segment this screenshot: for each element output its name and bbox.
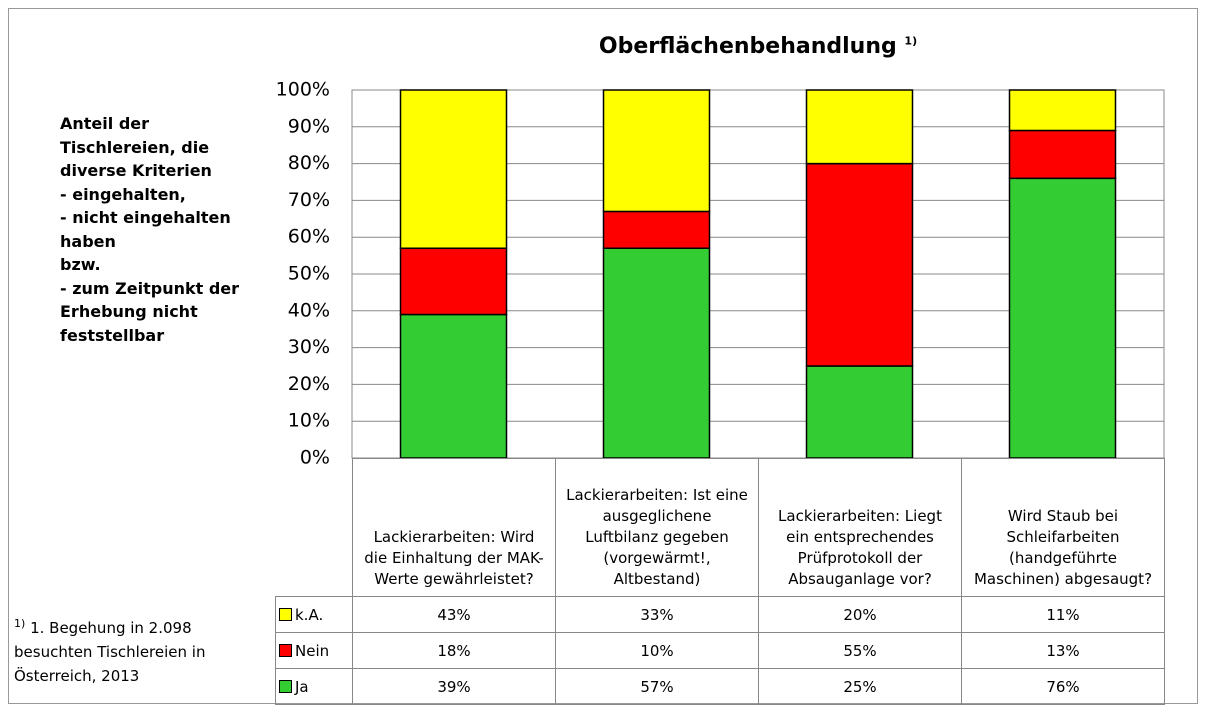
description-line: Anteil der xyxy=(60,114,150,133)
value-label: 18% xyxy=(352,632,556,669)
legend-entry: k.A. xyxy=(275,596,353,633)
bar-segment xyxy=(1008,89,1117,132)
footnote: 1) 1. Begehung in 2.098 besuchten Tischl… xyxy=(14,612,264,688)
bar-segment xyxy=(602,89,711,213)
y-tick-label: 30% xyxy=(288,336,330,358)
blank-cell xyxy=(275,458,353,597)
category-label: Lackierarbeiten: Liegt ein entsprechende… xyxy=(758,458,962,597)
legend-swatch xyxy=(279,607,292,621)
bar-segment xyxy=(805,89,914,165)
value-label: 76% xyxy=(961,668,1165,705)
value-label: 11% xyxy=(961,596,1165,633)
y-tick-label: 100% xyxy=(276,79,330,101)
category-label: Lackierarbeiten: Wird die Einhaltung der… xyxy=(352,458,556,597)
value-label: 25% xyxy=(758,668,962,705)
legend-entry: Nein xyxy=(275,632,353,669)
description-line: Tischlereien, die xyxy=(60,137,210,157)
bar-segment xyxy=(602,247,711,459)
value-label: 39% xyxy=(352,668,556,705)
legend-label: Ja xyxy=(295,677,309,696)
value-label: 33% xyxy=(555,596,759,633)
bar-segment xyxy=(805,365,914,459)
footnote-marker: 1) xyxy=(14,617,26,630)
description-line: bzw. xyxy=(60,255,101,274)
category-label: Wird Staub bei Schleifarbeiten (handgefü… xyxy=(961,458,1165,597)
value-label: 13% xyxy=(961,632,1165,669)
legend-swatch xyxy=(279,679,292,693)
value-label: 43% xyxy=(352,596,556,633)
title-marker: 1) xyxy=(904,34,918,48)
legend-entry: Ja xyxy=(275,668,353,705)
description-line: diverse Kriterien xyxy=(60,161,212,180)
category-row: Lackierarbeiten: Wird die Einhaltung der… xyxy=(275,458,1165,597)
chart-title: Oberflächenbehandlung xyxy=(598,34,897,59)
bar-segment xyxy=(399,247,508,316)
description-line: feststellbar xyxy=(60,325,165,345)
bar-segment xyxy=(1008,177,1117,459)
series-row: Nein 18% 10% 55% 13% xyxy=(275,632,1165,669)
bar-segment xyxy=(1008,129,1117,180)
data-table: Lackierarbeiten: Wird die Einhaltung der… xyxy=(275,458,1165,705)
bar-segment xyxy=(805,162,914,367)
description-line: - zum Zeitpunkt der xyxy=(60,278,240,298)
y-tick-label: 10% xyxy=(288,410,330,432)
value-label: 20% xyxy=(758,596,962,633)
series-row: Ja 39% 57% 25% 76% xyxy=(275,668,1165,705)
footnote-text: 1. Begehung in 2.098 besuchten Tischlere… xyxy=(14,619,206,685)
y-tick-label: 70% xyxy=(288,189,330,211)
bar-segment xyxy=(399,313,508,459)
chart-title-block: Oberflächenbehandlung 1) xyxy=(352,34,1164,59)
y-tick-label: 20% xyxy=(288,373,330,395)
y-tick-label: 60% xyxy=(288,226,330,248)
description-line: haben xyxy=(60,231,116,251)
legend-swatch xyxy=(279,643,292,657)
description-line: - nicht eingehalten xyxy=(60,208,231,227)
legend-label: Nein xyxy=(295,641,330,660)
value-label: 57% xyxy=(555,668,759,705)
description-line: - eingehalten, xyxy=(60,184,186,204)
description: Anteil der Tischlereien, die diverse Krite… xyxy=(60,112,239,347)
y-tick-label: 40% xyxy=(288,299,330,321)
value-label: 10% xyxy=(555,632,759,669)
bar-segment xyxy=(602,210,711,249)
description-line: Erhebung nicht xyxy=(60,302,198,321)
y-tick-label: 80% xyxy=(288,152,330,174)
y-tick-label: 90% xyxy=(288,115,330,137)
legend-label: k.A. xyxy=(295,605,324,624)
category-label: Lackierarbeiten: Ist eine ausgeglichene … xyxy=(555,458,759,597)
value-label: 55% xyxy=(758,632,962,669)
series-row: k.A. 43% 33% 20% 11% xyxy=(275,596,1165,633)
bar-segment xyxy=(399,89,508,249)
y-tick-label: 50% xyxy=(288,263,330,285)
